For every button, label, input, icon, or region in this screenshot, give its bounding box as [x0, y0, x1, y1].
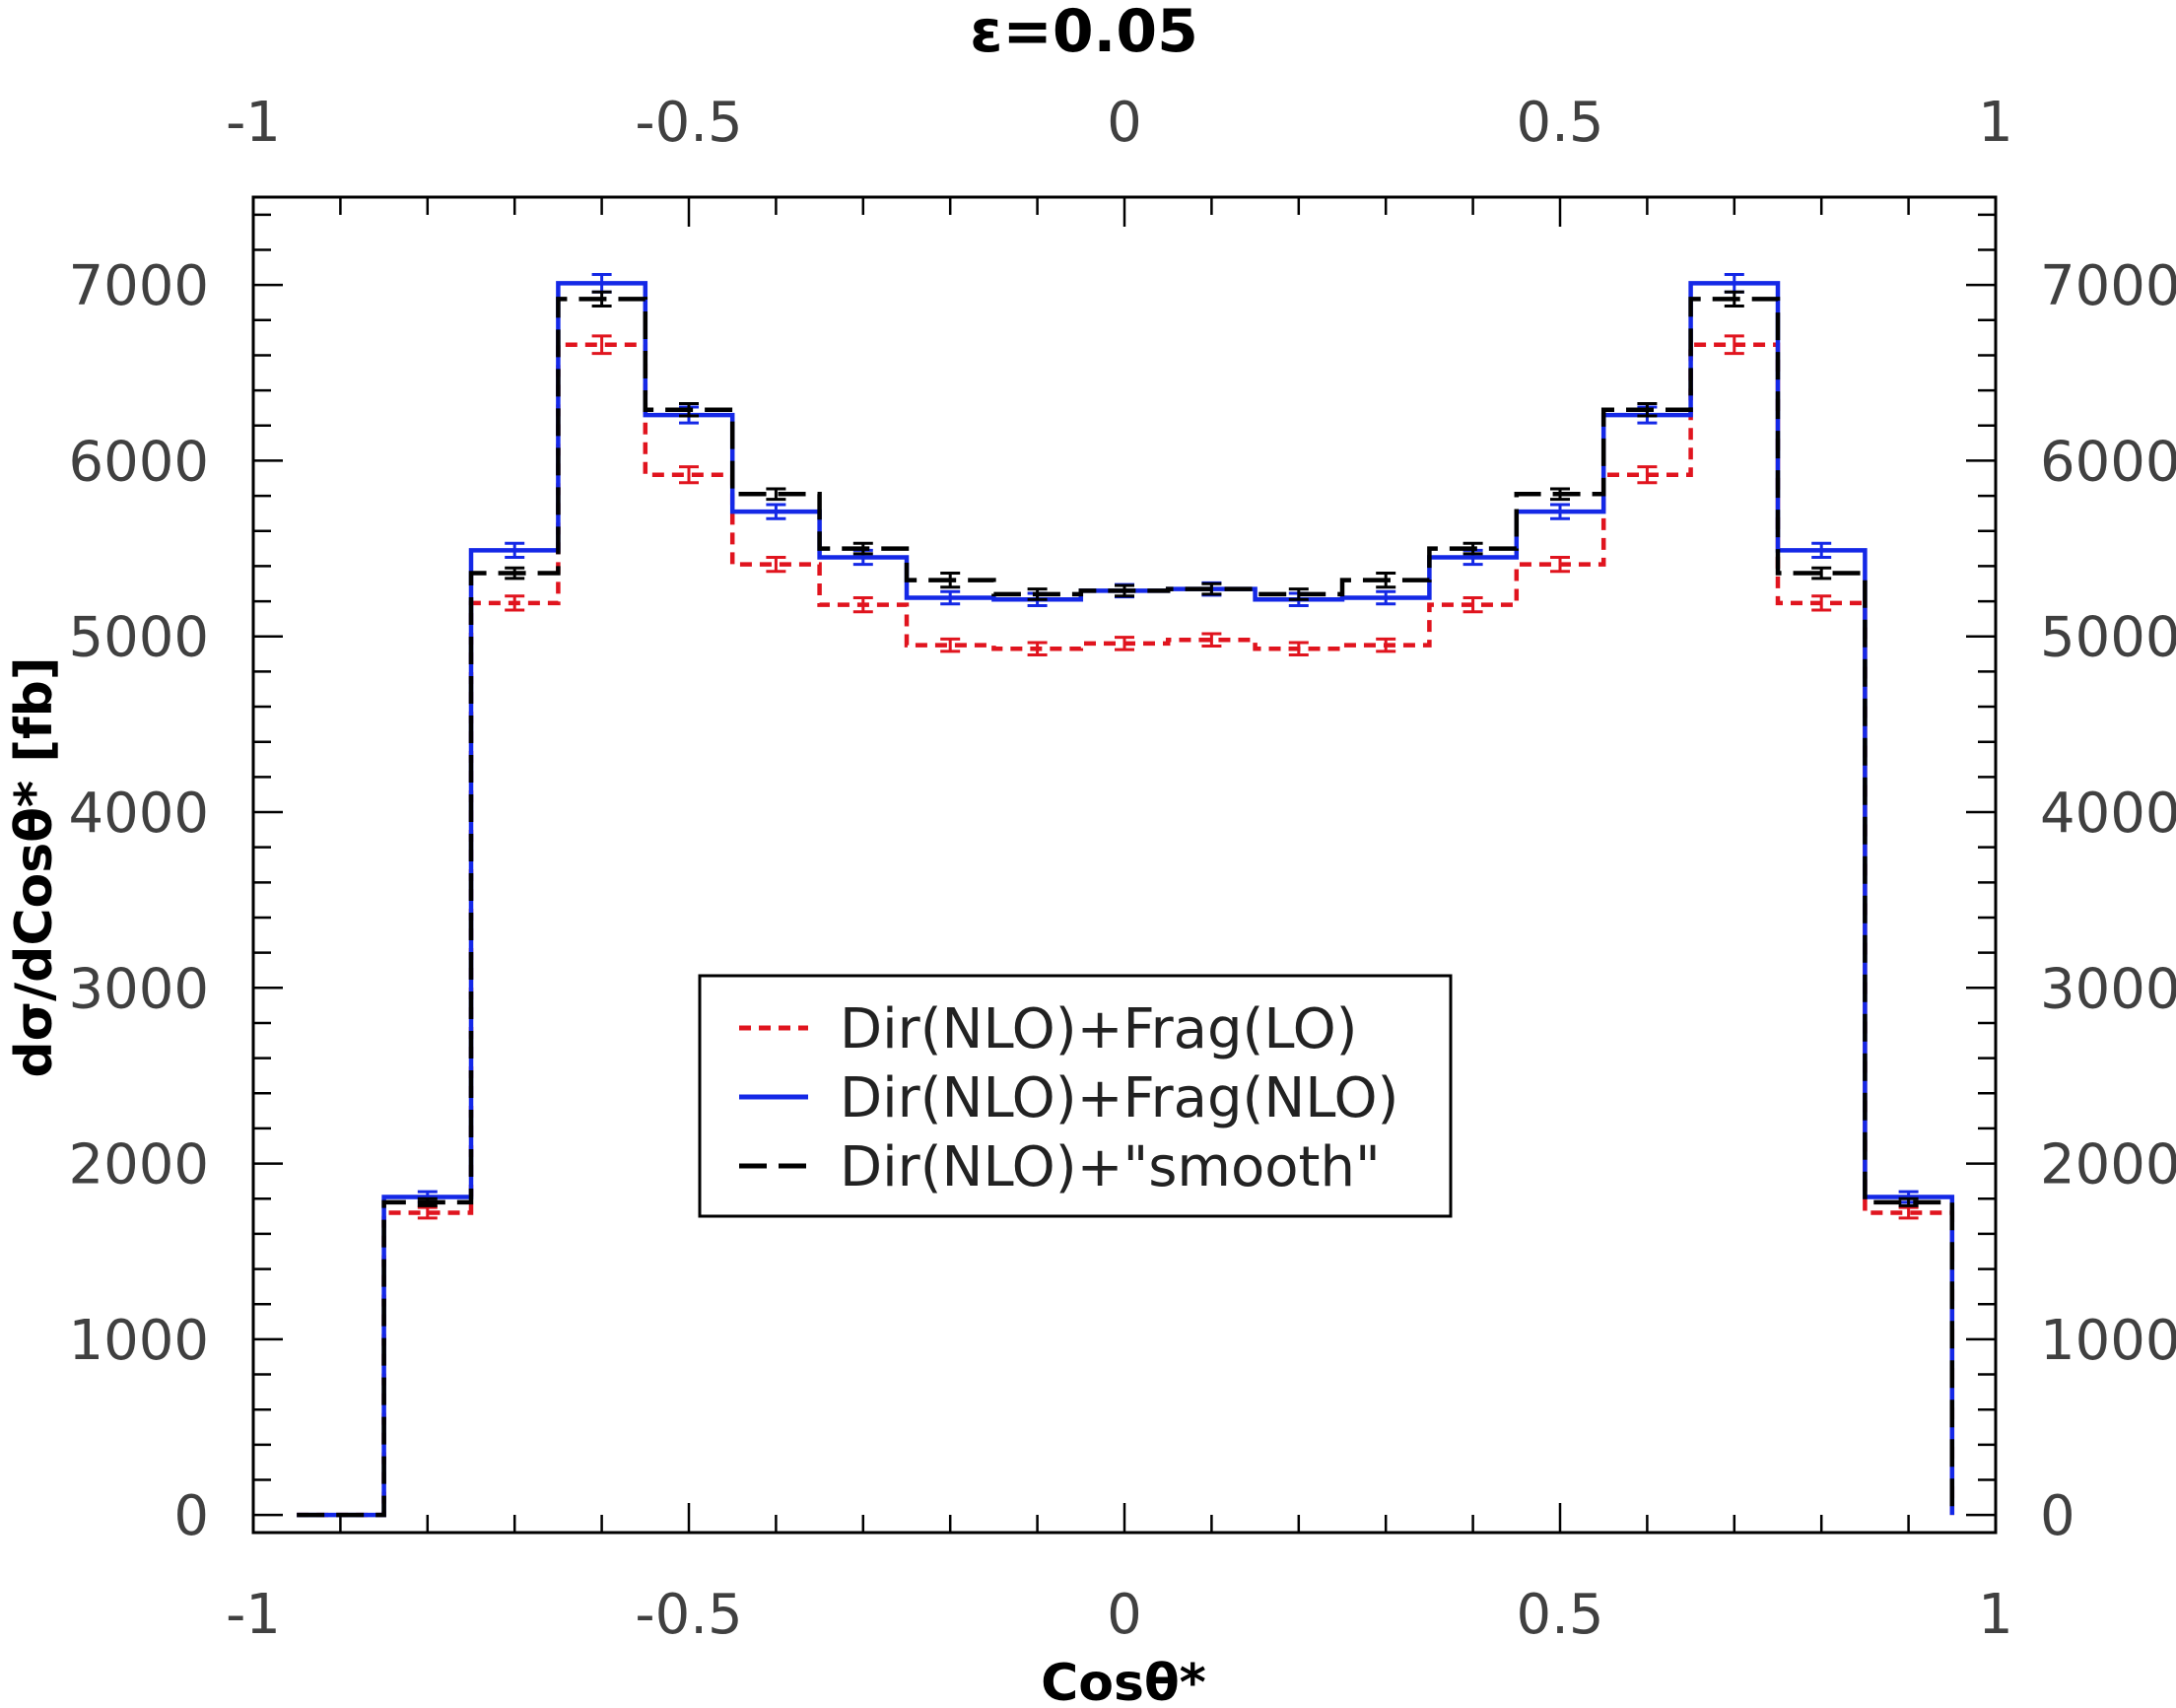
y-tick-label-right: 7000	[2040, 254, 2176, 318]
x-tick-label-bottom: 0	[1107, 1583, 1142, 1647]
x-tick-label-bottom: 1	[1978, 1583, 2013, 1647]
series-2	[297, 290, 1955, 1518]
x-tick-label-top: 0	[1107, 91, 1142, 155]
y-tick-label-left: 6000	[68, 430, 209, 494]
y-tick-label-left: 1000	[68, 1309, 209, 1373]
chart-title: ε=0.05	[970, 0, 1198, 66]
y-tick-label-left: 0	[173, 1484, 209, 1548]
x-tick-label-bottom: -1	[226, 1583, 281, 1647]
y-tick-label-right: 4000	[2040, 782, 2176, 846]
series-0	[297, 334, 1955, 1518]
y-axis-title: dσ/dCosθ* [fb]	[5, 656, 64, 1077]
y-tick-label-right: 1000	[2040, 1309, 2176, 1373]
y-tick-label-left: 7000	[68, 254, 209, 318]
x-tick-label-top: -1	[226, 91, 281, 155]
series-layer	[297, 272, 1955, 1518]
series-line	[297, 297, 1955, 1518]
y-tick-label-left: 5000	[68, 606, 209, 670]
legend-label-frag-lo: Dir(NLO)+Frag(LO)	[840, 997, 1358, 1061]
x-tick-label-top: -0.5	[635, 91, 742, 155]
y-tick-label-right: 5000	[2040, 606, 2176, 670]
x-tick-label-bottom: -0.5	[635, 1583, 742, 1647]
legend-box	[698, 974, 1453, 1218]
series-line	[297, 342, 1955, 1518]
y-tick-label-left: 4000	[68, 782, 209, 846]
x-tick-label-top: 1	[1978, 91, 2013, 155]
x-tick-label-bottom: 0.5	[1516, 1583, 1603, 1647]
y-tick-label-left: 3000	[68, 957, 209, 1021]
series-1	[297, 272, 1955, 1518]
legend-label-frag-nlo: Dir(NLO)+Frag(NLO)	[840, 1066, 1398, 1130]
series-line	[297, 281, 1955, 1518]
plot-frame	[251, 195, 1998, 1535]
y-tick-label-right: 2000	[2040, 1133, 2176, 1197]
y-tick-label-right: 0	[2040, 1484, 2075, 1548]
y-tick-label-right: 6000	[2040, 430, 2176, 494]
y-tick-label-right: 3000	[2040, 957, 2176, 1021]
legend: Dir(NLO)+Frag(LO) Dir(NLO)+Frag(NLO) Dir…	[698, 974, 1453, 1218]
x-axis-title: Cosθ*	[1041, 1654, 1206, 1708]
x-tick-label-top: 0.5	[1516, 91, 1603, 155]
tick-marks	[251, 197, 1998, 1533]
legend-label-smooth: Dir(NLO)+"smooth"	[840, 1135, 1381, 1199]
y-tick-label-left: 2000	[68, 1133, 209, 1197]
